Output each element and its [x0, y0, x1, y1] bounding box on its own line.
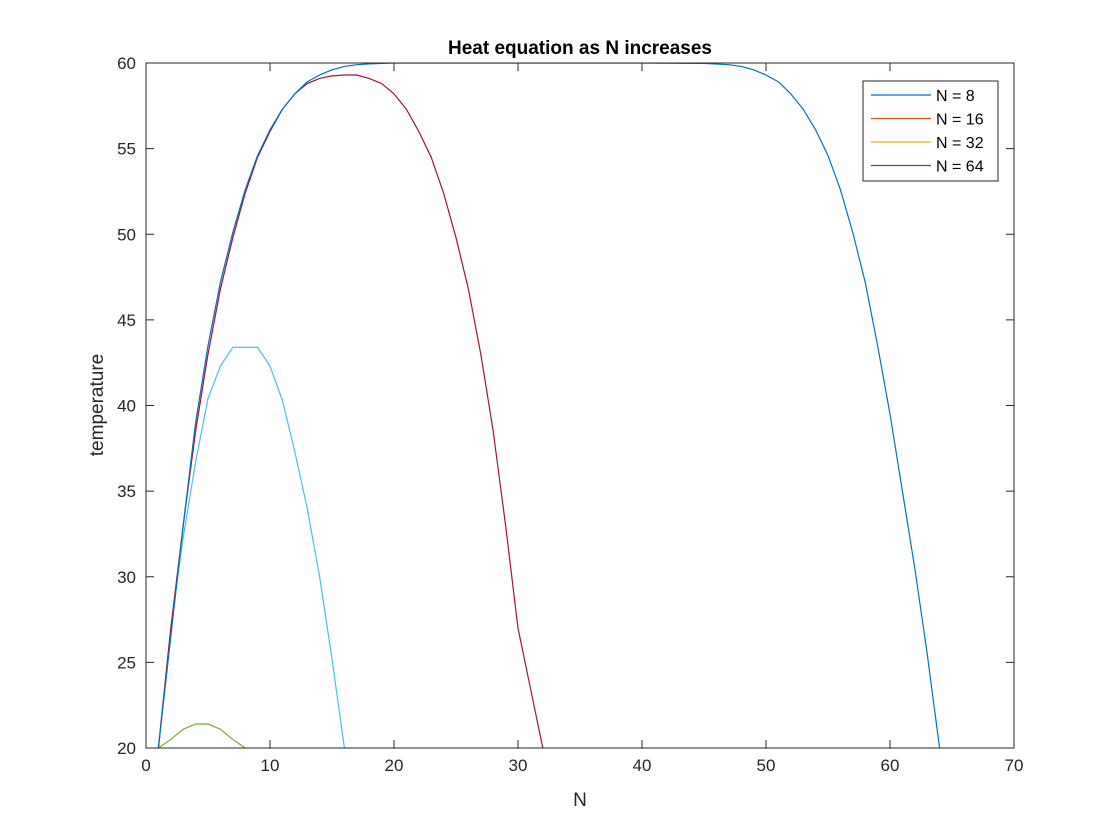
x-tick-label: 20	[385, 756, 404, 775]
y-tick-label: 45	[117, 311, 136, 330]
legend: N = 8 N = 16 N = 32 N = 64	[862, 80, 999, 182]
legend-box	[862, 80, 999, 182]
y-tick-label: 55	[117, 140, 136, 159]
legend-entry-label: N = 32	[936, 135, 984, 152]
series-line-3	[157, 74, 544, 748]
x-tick-label: 50	[757, 756, 776, 775]
axes-layer: 0 10 20 30 40 50 60 70 20 25 30 35 40 45 50 55 60	[117, 54, 1023, 775]
x-tick-label: 10	[261, 756, 280, 775]
series-line-1	[158, 723, 246, 748]
x-tick-label: 70	[1005, 756, 1024, 775]
y-tick-label: 30	[117, 568, 136, 587]
y-tick-label: 60	[117, 54, 136, 73]
y-tick-label: 25	[117, 653, 136, 672]
legend-entry-label: N = 8	[936, 88, 975, 105]
legend-entry-label: N = 64	[936, 159, 984, 176]
legend-entry-label: N = 16	[936, 112, 984, 129]
x-tick-label: 0	[141, 756, 150, 775]
x-tick-label: 30	[509, 756, 528, 775]
chart-title: Heat equation as N increases	[448, 38, 712, 59]
y-tick-label: 35	[117, 482, 136, 501]
y-tick-label: 40	[117, 397, 136, 416]
x-tick-label: 40	[633, 756, 652, 775]
y-tick-label: 50	[117, 225, 136, 244]
series-line-2	[157, 346, 345, 748]
x-tick-label: 60	[881, 756, 900, 775]
y-tick-label: 20	[117, 739, 136, 758]
series-line-4	[157, 63, 941, 748]
y-axis-label: temperature	[87, 354, 108, 456]
series-layer	[157, 63, 941, 748]
x-axis-label: N	[573, 790, 587, 811]
